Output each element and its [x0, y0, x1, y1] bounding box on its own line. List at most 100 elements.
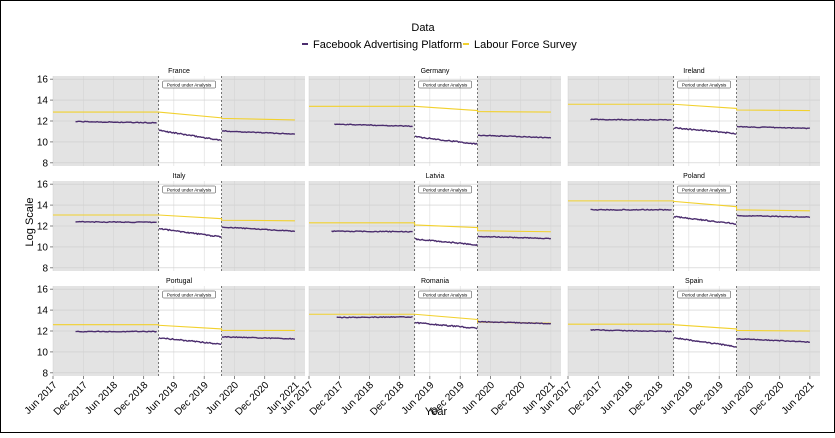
series-facebook-line [158, 227, 222, 238]
analysis-label-box [677, 80, 731, 89]
y-axis-label: Log Scale [24, 198, 36, 247]
facet-italy: Italy Period under Analysis 8 10 12 14 16 [37, 168, 305, 274]
analysis-label-box [418, 80, 472, 89]
x-axis-label: Year [425, 406, 448, 418]
analysis-label-box [677, 290, 731, 299]
y-tick-label: 10 [37, 347, 49, 358]
analysis-label-box [418, 290, 472, 299]
facet-title: Ireland [683, 68, 705, 75]
series-facebook-line [477, 134, 552, 139]
analysis-label-box [418, 185, 472, 194]
facet-strip [309, 168, 561, 181]
series-facebook-line [221, 226, 296, 233]
y-tick-label: 8 [42, 368, 48, 379]
facet-ireland: Ireland Period under Analysis [567, 63, 820, 166]
facet-strip [53, 63, 305, 76]
series-facebook-line [221, 129, 296, 135]
y-tick-label: 10 [37, 137, 49, 148]
series-lfs-line [568, 200, 810, 212]
y-tick-label: 14 [37, 306, 49, 317]
y-tick-label: 14 [37, 96, 49, 107]
legend: Data Facebook Advertising Platform Labou… [302, 22, 577, 51]
series-lfs-line [309, 222, 551, 233]
facet-strip [53, 273, 305, 286]
y-tick-label: 8 [42, 158, 48, 169]
series-facebook-line [414, 135, 478, 145]
analysis-period-label: Period under Analysis [682, 83, 727, 88]
facet-title: Romania [421, 278, 449, 285]
facet-panels: France Period under Analysis 8 10 12 14 16 Germ… [23, 63, 820, 418]
series-facebook-line [414, 237, 478, 247]
facet-strip [568, 63, 820, 76]
analysis-period-label: Period under Analysis [423, 293, 468, 298]
series-facebook-line [736, 337, 810, 343]
series-facebook-line [736, 214, 811, 219]
y-tick-label: 8 [42, 263, 48, 274]
facet-france: France Period under Analysis 8 10 12 14 16 [37, 63, 305, 169]
series-facebook-line [477, 320, 552, 325]
y-tick-label: 16 [37, 285, 49, 296]
y-tick-label: 16 [37, 75, 49, 86]
series-facebook-line [75, 220, 157, 224]
analysis-period-label: Period under Analysis [423, 188, 468, 193]
analysis-label-box [162, 80, 216, 89]
y-tick-label: 12 [37, 222, 49, 233]
series-facebook-line [336, 315, 413, 319]
facet-title: Portugal [166, 278, 193, 285]
analysis-period-label: Period under Analysis [682, 293, 727, 298]
facet-strip [53, 168, 305, 181]
analysis-period-label: Period under Analysis [167, 188, 212, 193]
series-facebook-line [221, 335, 295, 340]
analysis-label-box [162, 185, 216, 194]
facet-strip [309, 273, 561, 286]
facet-latvia: Latvia Period under Analysis [308, 168, 561, 271]
y-tick-label: 12 [37, 117, 49, 128]
legend-label-lfs: Labour Force Survey [474, 39, 577, 51]
series-facebook-line [334, 123, 413, 128]
series-facebook-line [158, 129, 222, 141]
series-facebook-line [590, 208, 672, 211]
y-tick-label: 12 [37, 327, 49, 338]
y-tick-label: 16 [37, 180, 49, 191]
analysis-label-box [677, 185, 731, 194]
analysis-period-label: Period under Analysis [682, 188, 727, 193]
series-facebook-line [673, 215, 737, 226]
series-facebook-line [736, 125, 810, 130]
series-facebook-line [158, 337, 222, 345]
series-lfs-line [53, 214, 295, 222]
analysis-period-label: Period under Analysis [167, 293, 212, 298]
series-lfs-line [568, 323, 810, 332]
series-facebook-line [477, 235, 552, 240]
series-lfs-line [53, 324, 295, 332]
legend-label-facebook: Facebook Advertising Platform [313, 39, 462, 51]
series-facebook-line [75, 120, 157, 124]
facet-title: France [168, 68, 190, 75]
series-facebook-line [673, 126, 737, 135]
series-facebook-line [590, 328, 672, 333]
series-facebook-line [331, 230, 413, 233]
analysis-label-box [162, 290, 216, 299]
analysis-period-label: Period under Analysis [167, 83, 212, 88]
series-facebook-line [673, 337, 737, 348]
y-tick-label: 14 [37, 201, 49, 212]
facet-germany: Germany Period under Analysis [308, 63, 561, 166]
y-tick-label: 10 [37, 242, 49, 253]
facet-title: Germany [421, 68, 450, 75]
facet-strip [568, 273, 820, 286]
facet-strip [568, 168, 820, 181]
facet-title: Poland [683, 173, 705, 180]
series-facebook-line [414, 321, 478, 330]
series-facebook-line [75, 330, 157, 333]
series-lfs-line [568, 103, 810, 112]
facet-title: Latvia [426, 173, 445, 180]
series-lfs-line [53, 111, 295, 121]
series-facebook-line [590, 118, 672, 121]
analysis-period-label: Period under Analysis [423, 83, 468, 88]
facet-poland: Poland Period under Analysis [567, 168, 820, 271]
legend-title: Data [411, 22, 435, 34]
